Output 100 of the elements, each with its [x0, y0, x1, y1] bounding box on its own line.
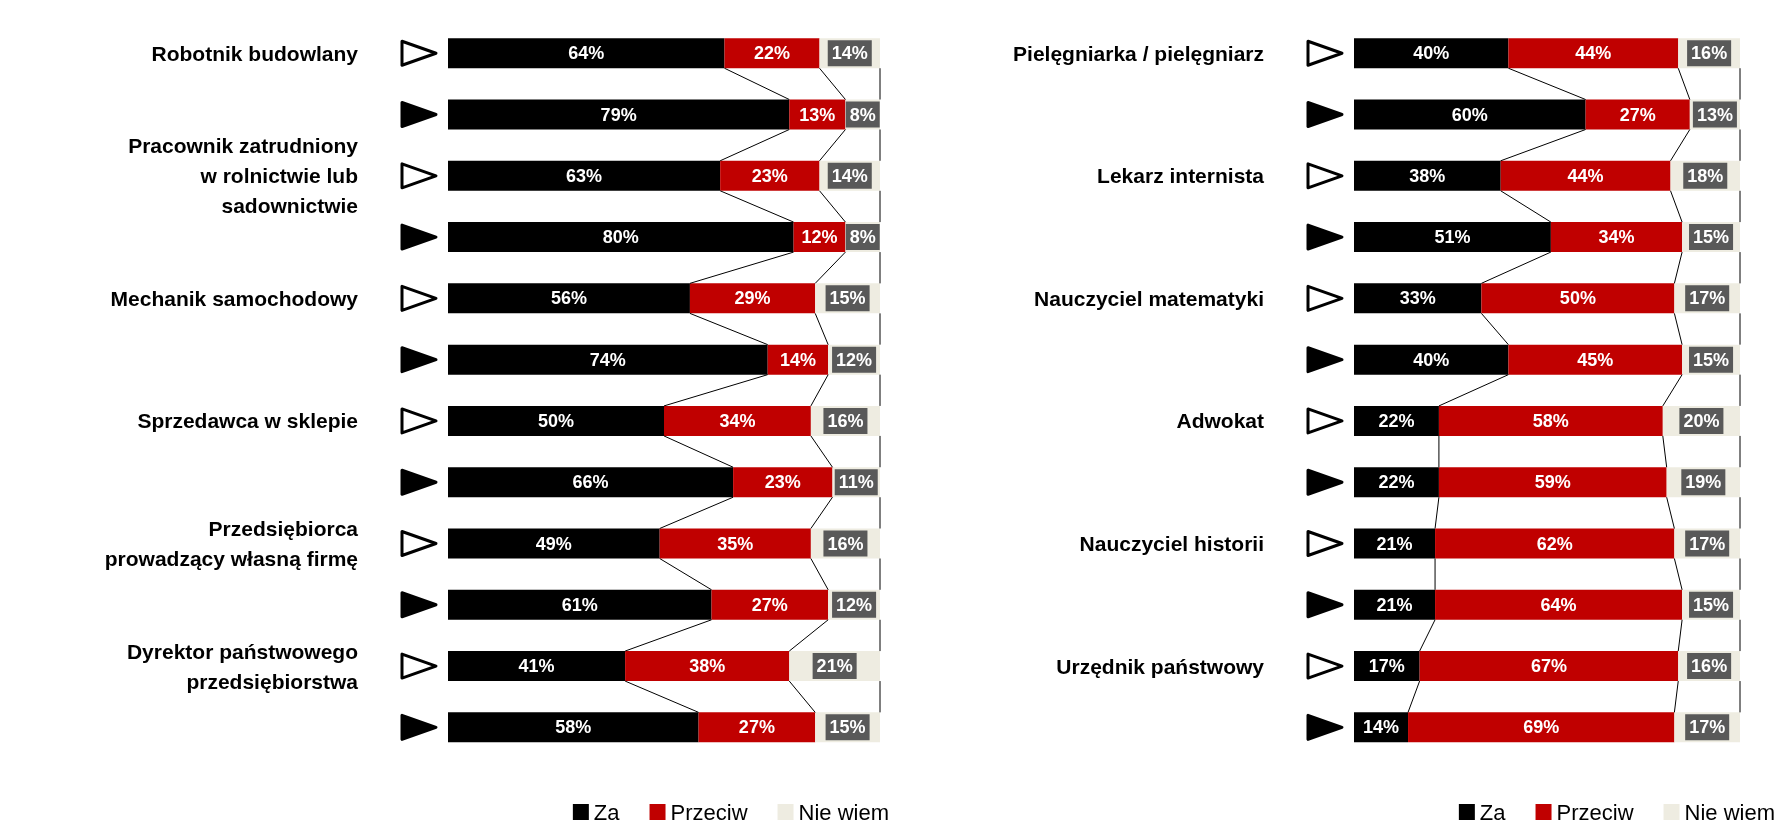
data-label: 66% — [572, 472, 609, 493]
data-label: 80% — [602, 227, 639, 248]
data-label: 59% — [1534, 472, 1571, 493]
data-label: 34% — [1598, 227, 1635, 248]
bar — [1354, 38, 1509, 69]
bar — [1435, 589, 1683, 620]
data-label: 61% — [561, 594, 598, 615]
data-label: 12% — [801, 227, 838, 248]
data-label: 58% — [555, 717, 592, 738]
y-tick-label: Pracownik zatrudniony w rolnictwie lub sadownictwie — [128, 134, 359, 218]
data-label: 20% — [1683, 410, 1720, 431]
data-label: 16% — [827, 410, 864, 431]
data-label: 12% — [836, 594, 873, 615]
data-label: 58% — [1532, 410, 1569, 431]
data-label: 15% — [1693, 349, 1730, 370]
data-label: 13% — [1696, 104, 1733, 125]
data-label: 50% — [537, 410, 575, 431]
bar — [720, 160, 820, 191]
data-label: 45% — [1577, 349, 1614, 370]
data-label: 16% — [827, 533, 864, 554]
y-tick-label: Nauczyciel matematyki — [1034, 286, 1264, 310]
y-tick-label: Dyrektor państwowego przedsiębiorstwa — [126, 639, 359, 693]
data-label: 38% — [1409, 165, 1446, 186]
bar — [625, 651, 790, 682]
bar — [1419, 651, 1679, 682]
data-label: 64% — [1540, 594, 1577, 615]
data-label: 67% — [1530, 656, 1567, 677]
data-label: 33% — [1399, 288, 1436, 309]
data-label: 56% — [550, 288, 587, 309]
bar — [659, 528, 811, 559]
data-label: 17% — [1368, 656, 1405, 677]
legend-label: Za — [593, 799, 621, 825]
bar — [1438, 467, 1667, 498]
data-label: 16% — [1691, 656, 1728, 677]
bar — [724, 38, 820, 69]
data-label: 50% — [1559, 288, 1596, 309]
data-label: 15% — [829, 288, 866, 309]
data-label: 69% — [1523, 717, 1560, 738]
data-label: 27% — [738, 717, 775, 738]
y-tick-label: Pielęgniarka / pielęgniarz — [1013, 41, 1264, 65]
bar — [1550, 222, 1683, 253]
y-tick-label: Sprzedawca w sklepie — [137, 409, 358, 433]
data-label: 13% — [799, 104, 836, 125]
data-label: 44% — [1575, 43, 1612, 64]
data-label: 16% — [1691, 43, 1728, 64]
data-label: 27% — [751, 594, 788, 615]
y-tick-label: Robotnik budowlany — [151, 41, 359, 65]
data-label: 23% — [764, 472, 801, 493]
bar — [1408, 712, 1675, 743]
data-label: 17% — [1689, 288, 1726, 309]
data-label: 22% — [753, 43, 791, 64]
data-label: 64% — [568, 43, 605, 64]
data-label: 62% — [1536, 533, 1573, 554]
data-label: 40% — [1413, 43, 1450, 64]
data-label: 22% — [1378, 472, 1415, 493]
data-label: 51% — [1434, 227, 1471, 248]
bar — [1508, 344, 1683, 375]
legend-label: Przeciw — [670, 799, 748, 825]
data-label: 21% — [1376, 594, 1413, 615]
data-label: 60% — [1451, 104, 1488, 125]
data-label: 79% — [600, 104, 637, 125]
data-label: 21% — [1376, 533, 1413, 554]
y-tick-label: Przedsiębiorca prowadzący własną firmę — [104, 517, 359, 570]
data-label: 27% — [1619, 104, 1656, 125]
bar — [698, 712, 816, 743]
data-label: 15% — [829, 717, 866, 738]
data-label: 17% — [1689, 533, 1726, 554]
data-label: 18% — [1687, 165, 1724, 186]
legend-label: Przeciw — [1556, 799, 1634, 825]
data-label: 15% — [1693, 594, 1730, 615]
data-label: 23% — [751, 165, 788, 186]
bar — [1508, 38, 1679, 69]
legend-label: Nie wiem — [1684, 799, 1776, 825]
data-label: 34% — [719, 410, 756, 431]
data-label: 14% — [779, 349, 816, 370]
legend-label: Za — [1479, 799, 1507, 825]
data-label: 8% — [849, 104, 876, 125]
data-label: 15% — [1693, 227, 1730, 248]
data-label: 63% — [566, 165, 603, 186]
bar — [689, 283, 816, 314]
data-label: 35% — [717, 533, 754, 554]
data-label: 44% — [1567, 165, 1604, 186]
y-tick-label: Nauczyciel historii — [1079, 532, 1264, 555]
data-label: 29% — [734, 288, 771, 309]
y-tick-label: Mechanik samochodowy — [110, 286, 359, 310]
data-label: 22% — [1378, 410, 1415, 431]
y-tick-label: Lekarz internista — [1097, 164, 1265, 188]
data-label: 38% — [689, 656, 726, 677]
bar — [1500, 160, 1671, 191]
bar — [1354, 160, 1501, 191]
bar — [711, 589, 829, 620]
bar — [664, 405, 811, 436]
bar — [1435, 528, 1675, 559]
y-tick-label: Adwokat — [1176, 409, 1264, 433]
data-label: 8% — [849, 227, 876, 248]
bar — [1438, 405, 1663, 436]
data-label: 41% — [518, 656, 555, 677]
legend-label: Nie wiem — [798, 799, 890, 825]
data-label: 21% — [816, 656, 853, 677]
data-label: 11% — [838, 472, 874, 493]
